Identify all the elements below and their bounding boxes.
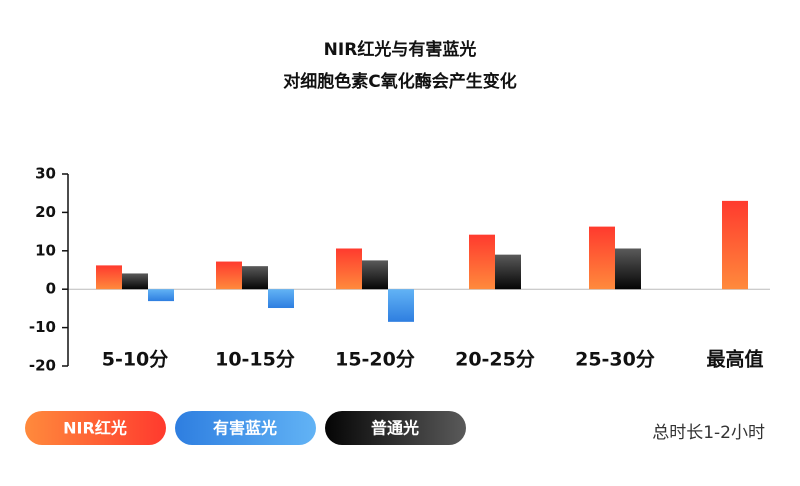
bar [589,226,615,290]
legend-swatch [325,411,466,445]
y-tick-label: 20 [35,203,56,221]
x-tick-label: 10-15分 [215,349,295,371]
bar [122,273,148,290]
legend-label: NIR红光 [63,419,127,438]
legend-swatch [25,411,166,445]
x-tick-label: 15-20分 [335,349,415,371]
bar [216,261,242,290]
chart-title: NIR红光与有害蓝光 [324,39,477,60]
bar [615,248,641,290]
bar [469,234,495,290]
note: 总时长1-2小时 [652,423,765,443]
legend-swatch [175,411,316,445]
bar [362,260,388,290]
y-tick-label: -20 [29,357,56,375]
y-tick-label: 30 [35,165,56,183]
x-tick-label: 25-30分 [575,349,655,371]
bar [268,289,294,309]
bar [96,265,122,290]
y-tick-label: 10 [35,241,56,259]
bar [148,289,174,302]
bar [242,266,268,290]
bar [495,254,521,290]
x-tick-label: 20-25分 [455,349,535,371]
bar [336,248,362,290]
y-tick-label: 0 [46,280,56,298]
chart-subtitle: 对细胞色素C氧化酶会产生变化 [283,71,516,92]
x-tick-label: 最高值 [706,348,763,371]
x-tick-label: 5-10分 [102,349,169,371]
y-tick-label: -10 [29,318,56,336]
legend-label: 普通光 [371,419,419,438]
bar [722,200,748,290]
legend-label: 有害蓝光 [213,419,277,438]
bar [388,289,414,322]
